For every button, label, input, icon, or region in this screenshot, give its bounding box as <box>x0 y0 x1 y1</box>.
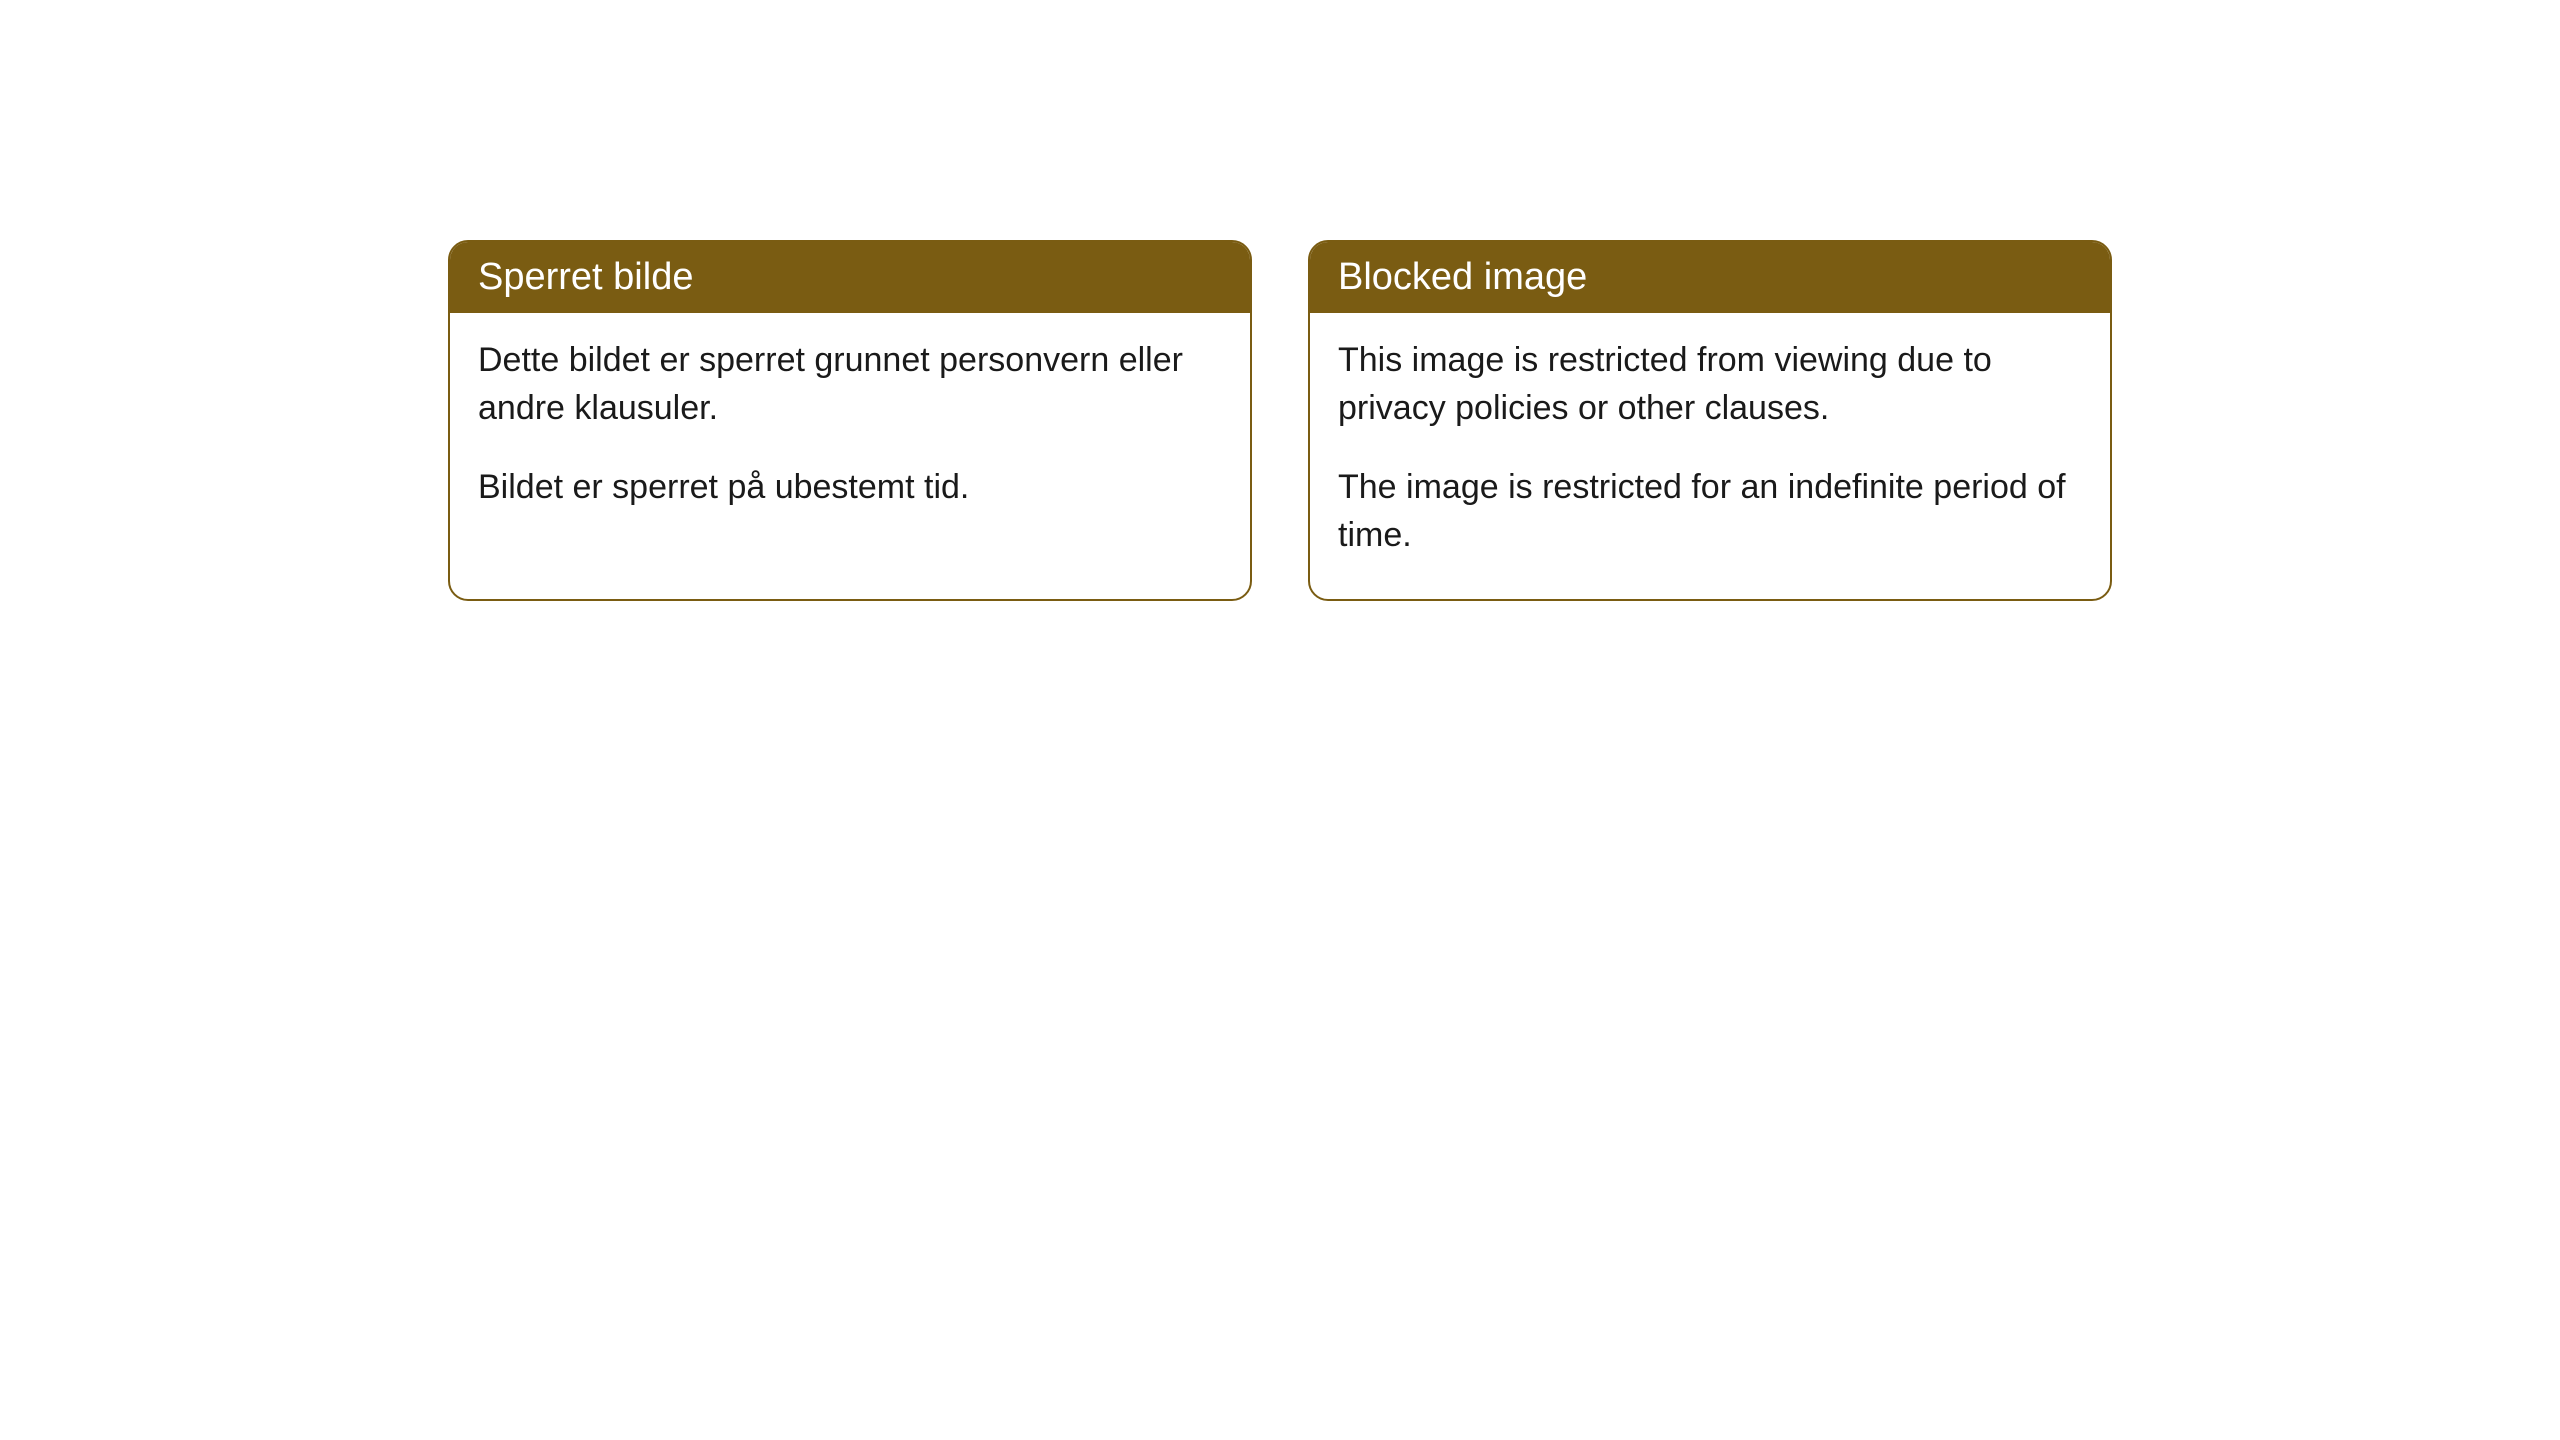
card-header-en: Blocked image <box>1310 242 2110 313</box>
card-text-1-no: Dette bildet er sperret grunnet personve… <box>478 337 1222 432</box>
card-body-en: This image is restricted from viewing du… <box>1310 313 2110 599</box>
card-text-1-en: This image is restricted from viewing du… <box>1338 337 2082 432</box>
notice-cards-container: Sperret bilde Dette bildet er sperret gr… <box>0 0 2560 601</box>
card-header-no: Sperret bilde <box>450 242 1250 313</box>
card-text-2-no: Bildet er sperret på ubestemt tid. <box>478 464 1222 512</box>
blocked-image-card-en: Blocked image This image is restricted f… <box>1308 240 2112 601</box>
card-body-no: Dette bildet er sperret grunnet personve… <box>450 313 1250 552</box>
card-text-2-en: The image is restricted for an indefinit… <box>1338 464 2082 559</box>
blocked-image-card-no: Sperret bilde Dette bildet er sperret gr… <box>448 240 1252 601</box>
